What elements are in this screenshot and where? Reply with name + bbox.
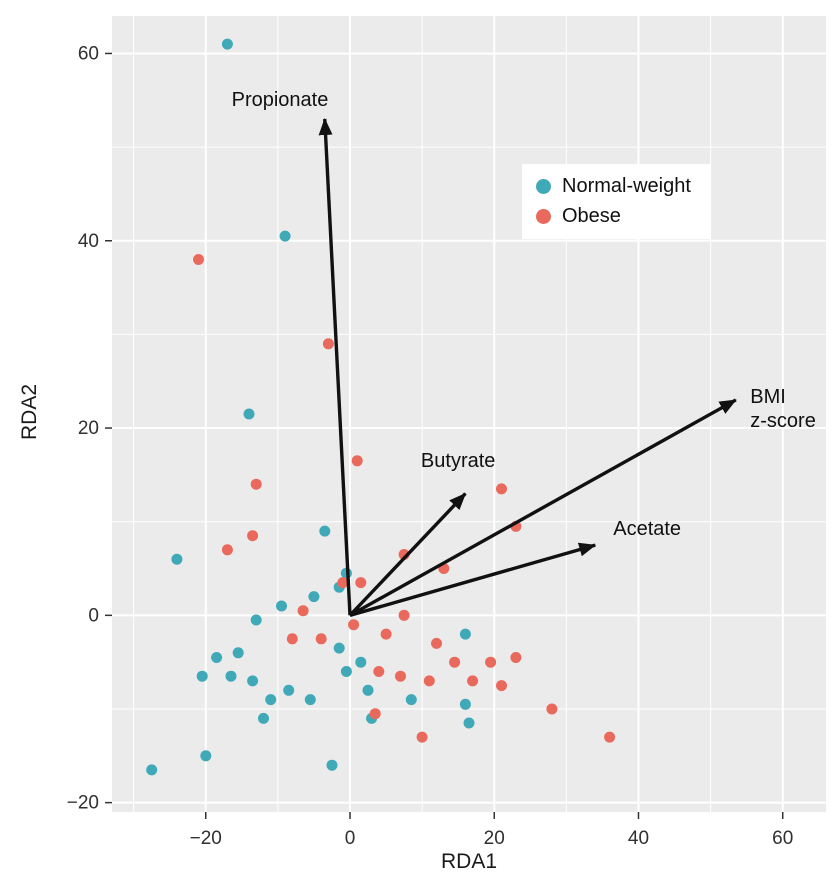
y-tick-label: −20 <box>67 793 99 814</box>
legend-swatch-obese <box>536 209 551 224</box>
data-point-obese <box>485 656 497 668</box>
data-point-normal-weight <box>405 694 417 706</box>
data-point-obese <box>247 530 259 542</box>
legend-swatch-normal-weight <box>536 179 551 194</box>
data-point-normal-weight <box>196 670 208 682</box>
data-point-normal-weight <box>171 553 183 565</box>
x-tick-label: 0 <box>345 828 356 849</box>
legend-item-normal-weight: Normal-weight <box>536 175 691 198</box>
data-point-normal-weight <box>146 764 158 776</box>
data-point-normal-weight <box>279 230 291 242</box>
data-point-normal-weight <box>355 656 367 668</box>
data-point-obese <box>355 577 367 589</box>
data-point-obese <box>250 478 262 490</box>
data-point-normal-weight <box>459 628 471 640</box>
data-point-obese <box>546 703 558 715</box>
data-point-normal-weight <box>200 750 212 762</box>
data-point-obese <box>373 666 385 677</box>
data-point-normal-weight <box>283 684 295 696</box>
data-point-obese <box>467 675 479 687</box>
data-point-obese <box>416 731 428 743</box>
data-point-normal-weight <box>265 694 277 706</box>
data-point-obese <box>398 609 410 621</box>
data-point-normal-weight <box>319 525 331 537</box>
data-point-normal-weight <box>304 694 316 706</box>
data-point-obese <box>496 680 507 692</box>
y-tick-label: 0 <box>88 605 99 626</box>
vector-arrow-bmi-z-score <box>349 398 737 617</box>
data-point-obese <box>286 633 298 645</box>
data-point-obese <box>315 633 327 645</box>
vector-arrow-propionate <box>318 118 352 616</box>
data-point-obese <box>369 708 381 720</box>
plot-panel <box>112 16 826 812</box>
legend: Normal-weight Obese <box>522 164 711 239</box>
data-point-normal-weight <box>362 684 374 696</box>
y-tick-label: 40 <box>78 231 99 252</box>
x-tick-label: 20 <box>484 828 505 849</box>
data-point-normal-weight <box>258 712 269 724</box>
data-point-normal-weight <box>225 670 237 682</box>
data-point-normal-weight <box>459 698 471 710</box>
data-point-obese <box>221 544 233 556</box>
data-point-normal-weight <box>250 614 262 626</box>
data-point-obese <box>449 656 461 668</box>
vector-arrow-acetate <box>349 542 597 617</box>
data-point-normal-weight <box>221 38 233 50</box>
legend-label-normal-weight: Normal-weight <box>562 175 691 197</box>
x-tick-label: 60 <box>772 828 793 849</box>
data-point-normal-weight <box>326 759 338 771</box>
data-point-obese <box>337 577 349 589</box>
data-point-obese <box>297 605 309 617</box>
data-point-obese <box>351 455 363 467</box>
data-point-obese <box>348 619 360 631</box>
x-tick-label: −20 <box>190 828 222 849</box>
vector-arrow-butyrate <box>348 492 467 617</box>
data-point-normal-weight <box>333 642 345 654</box>
y-tick-label: 20 <box>78 418 99 439</box>
data-point-obese <box>423 675 435 687</box>
legend-item-obese: Obese <box>536 205 691 228</box>
legend-label-obese: Obese <box>562 205 621 227</box>
data-point-normal-weight <box>243 408 255 420</box>
data-point-normal-weight <box>463 717 475 729</box>
data-point-normal-weight <box>247 675 259 687</box>
data-point-obese <box>193 254 204 265</box>
data-point-normal-weight <box>232 647 244 659</box>
data-point-obese <box>510 652 522 663</box>
x-tick-label: 40 <box>628 828 649 849</box>
data-point-normal-weight <box>340 666 352 677</box>
data-point-obese <box>496 483 507 495</box>
data-point-obese <box>604 731 616 743</box>
data-point-obese <box>322 338 334 350</box>
data-point-obese <box>380 628 392 640</box>
data-point-obese <box>395 670 406 682</box>
data-point-normal-weight <box>276 600 287 612</box>
data-point-obese <box>431 637 442 649</box>
y-tick-label: 60 <box>78 43 99 64</box>
data-point-normal-weight <box>211 652 223 663</box>
data-point-normal-weight <box>308 591 320 603</box>
